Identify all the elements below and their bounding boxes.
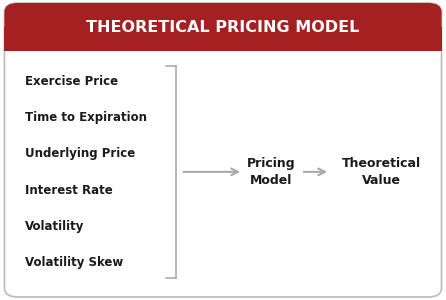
- Text: THEORETICAL PRICING MODEL: THEORETICAL PRICING MODEL: [87, 20, 359, 34]
- Text: Time to Expiration: Time to Expiration: [25, 111, 147, 124]
- Bar: [4, 27, 442, 51]
- Text: Underlying Price: Underlying Price: [25, 147, 135, 160]
- FancyBboxPatch shape: [4, 3, 442, 297]
- Text: Theoretical
Value: Theoretical Value: [342, 157, 421, 187]
- Text: Volatility Skew: Volatility Skew: [25, 256, 123, 269]
- Text: Pricing
Model: Pricing Model: [247, 157, 296, 187]
- Text: Interest Rate: Interest Rate: [25, 184, 112, 196]
- Text: Exercise Price: Exercise Price: [25, 75, 118, 88]
- FancyBboxPatch shape: [4, 3, 442, 51]
- Text: Volatility: Volatility: [25, 220, 84, 233]
